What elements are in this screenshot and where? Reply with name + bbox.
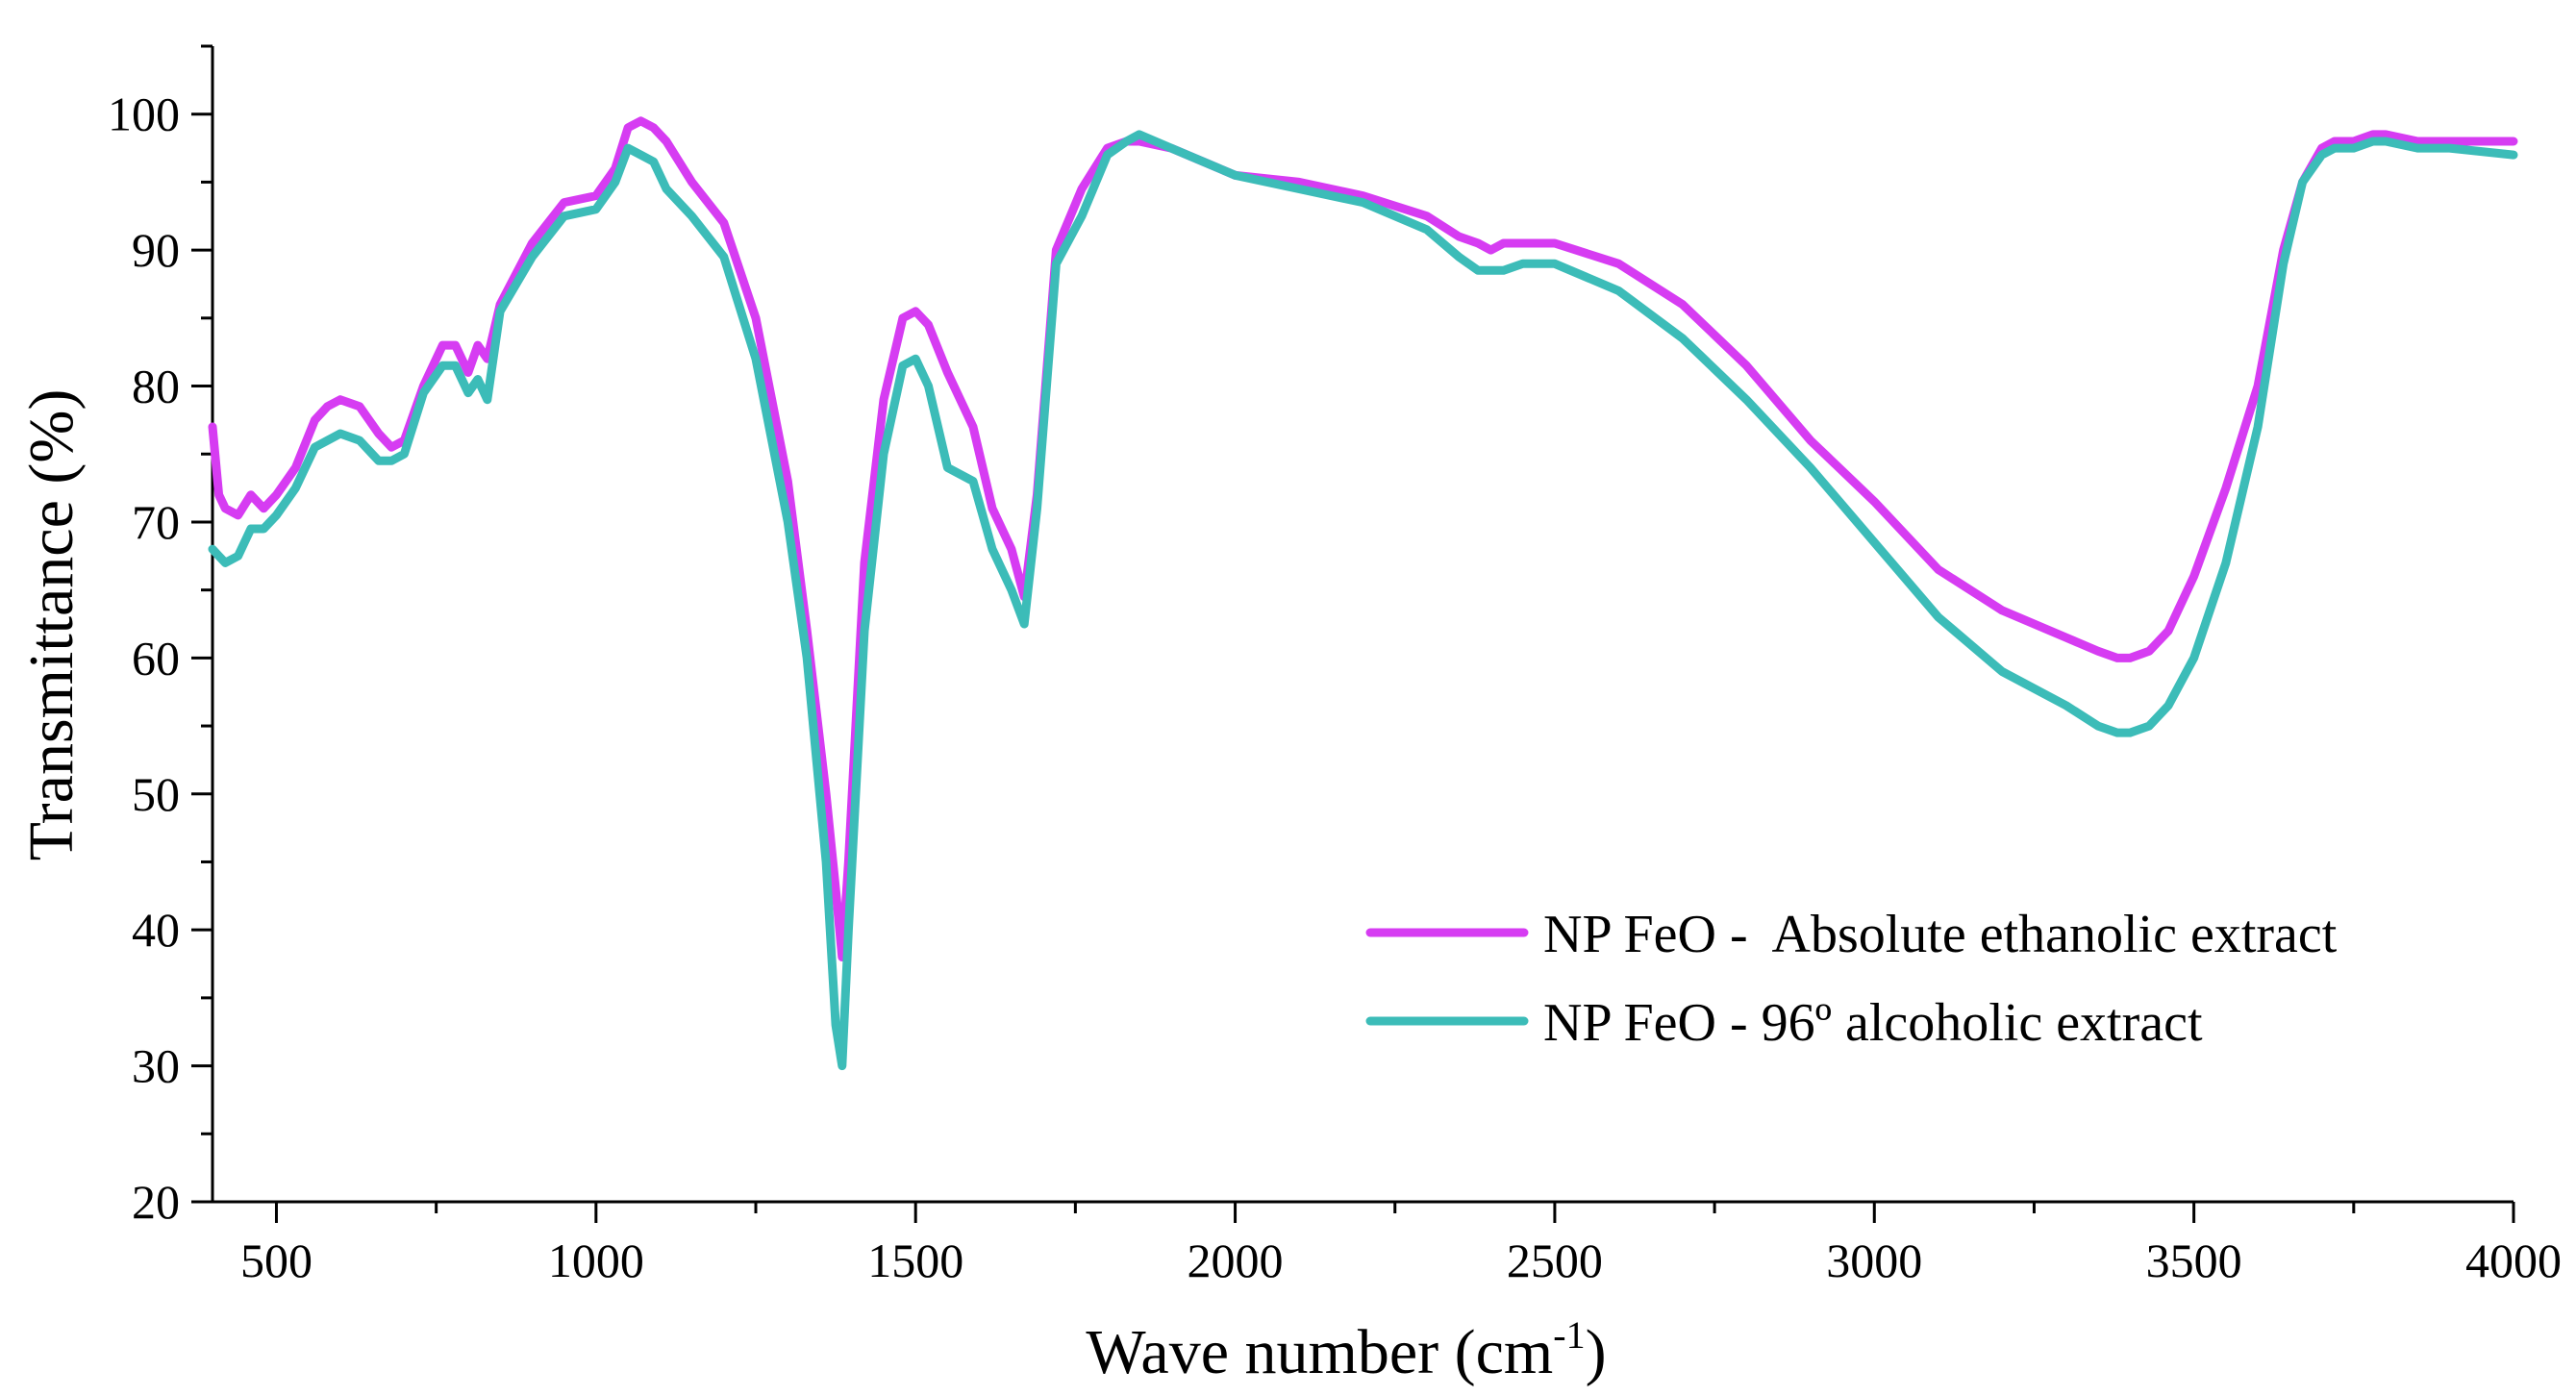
series-layer	[208, 116, 2518, 1071]
x-axis-title-text: Wave number	[1086, 1317, 1438, 1387]
legend-label-absolute-ethanolic: NP FeO - Absolute ethanolic extract	[1543, 905, 2338, 964]
y-tick-label-30: 30	[132, 1039, 180, 1093]
x-tick-label-2000: 2000	[1188, 1234, 1284, 1287]
y-tick-label-100: 100	[108, 87, 180, 141]
x-axis-title: Wave number (cm-1)	[1086, 1313, 1606, 1387]
y-tick-label-20: 20	[132, 1175, 180, 1229]
x-tick-label-3000: 3000	[1826, 1234, 1922, 1287]
series-line-1	[208, 130, 2518, 1071]
y-axis-title: Transmittance (%)	[16, 389, 87, 861]
x-axis-title-paren-open: (	[1455, 1317, 1476, 1387]
series-line-0	[208, 116, 2518, 961]
legend-label-96-alcoholic: NP FeO - 96º alcoholic extract	[1543, 993, 2203, 1053]
y-tick-label-50: 50	[132, 767, 180, 821]
x-tick-label-1500: 1500	[867, 1234, 963, 1287]
y-tick-label-80: 80	[132, 360, 180, 413]
x-tick-label-500: 500	[240, 1234, 313, 1287]
legend: NP FeO - Absolute ethanolic extract NP F…	[1365, 905, 2338, 1053]
x-tick-label-1000: 1000	[548, 1234, 644, 1287]
y-tick-label-70: 70	[132, 495, 180, 549]
y-tick-label-40: 40	[132, 903, 180, 957]
x-axis-unit-exponent: -1	[1553, 1313, 1585, 1357]
x-tick-label-4000: 4000	[2465, 1234, 2562, 1287]
x-axis-unit-base: cm	[1476, 1317, 1554, 1387]
y-tick-label-60: 60	[132, 631, 180, 685]
y-tick-label-90: 90	[132, 223, 180, 277]
ticks-layer: 500 1000 1500 2000 2500 3000 3500 4000 20 30 40 50 6…	[108, 44, 2562, 1287]
x-axis-title-paren-close: )	[1586, 1317, 1607, 1387]
x-tick-label-2500: 2500	[1507, 1234, 1603, 1287]
x-tick-label-3500: 3500	[2146, 1234, 2242, 1287]
